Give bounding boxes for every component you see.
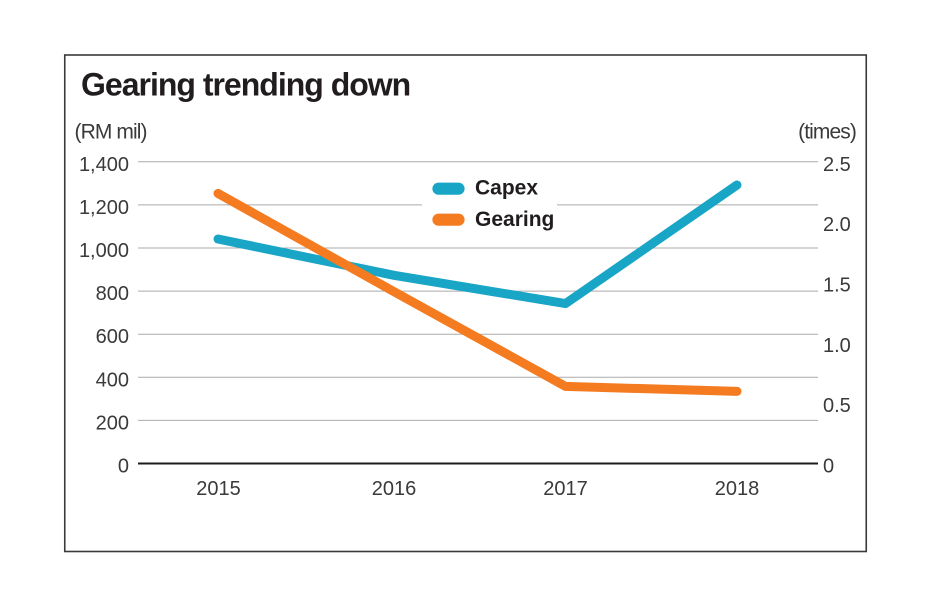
svg-text:1,400: 1,400 [79, 154, 129, 176]
svg-text:Gearing: Gearing [475, 208, 554, 231]
svg-text:(times): (times) [798, 121, 856, 144]
svg-text:1,000: 1,000 [79, 240, 129, 262]
svg-text:1.5: 1.5 [823, 275, 851, 297]
svg-text:1.0: 1.0 [823, 335, 851, 357]
svg-text:2015: 2015 [196, 478, 241, 500]
svg-text:1,200: 1,200 [79, 197, 129, 219]
svg-text:2018: 2018 [715, 478, 760, 500]
svg-text:200: 200 [96, 412, 129, 434]
svg-text:Gearing trending down: Gearing trending down [81, 67, 410, 103]
svg-text:0: 0 [118, 456, 129, 478]
svg-text:0: 0 [823, 456, 834, 478]
svg-text:600: 600 [96, 326, 129, 348]
svg-text:2.5: 2.5 [823, 154, 851, 176]
svg-text:400: 400 [96, 369, 129, 391]
svg-text:(RM mil): (RM mil) [75, 121, 147, 144]
svg-text:0.5: 0.5 [823, 395, 851, 417]
svg-text:2.0: 2.0 [823, 214, 851, 236]
svg-text:800: 800 [96, 283, 129, 305]
svg-text:2017: 2017 [543, 478, 588, 500]
svg-text:2016: 2016 [372, 478, 417, 500]
svg-text:Capex: Capex [475, 177, 538, 200]
